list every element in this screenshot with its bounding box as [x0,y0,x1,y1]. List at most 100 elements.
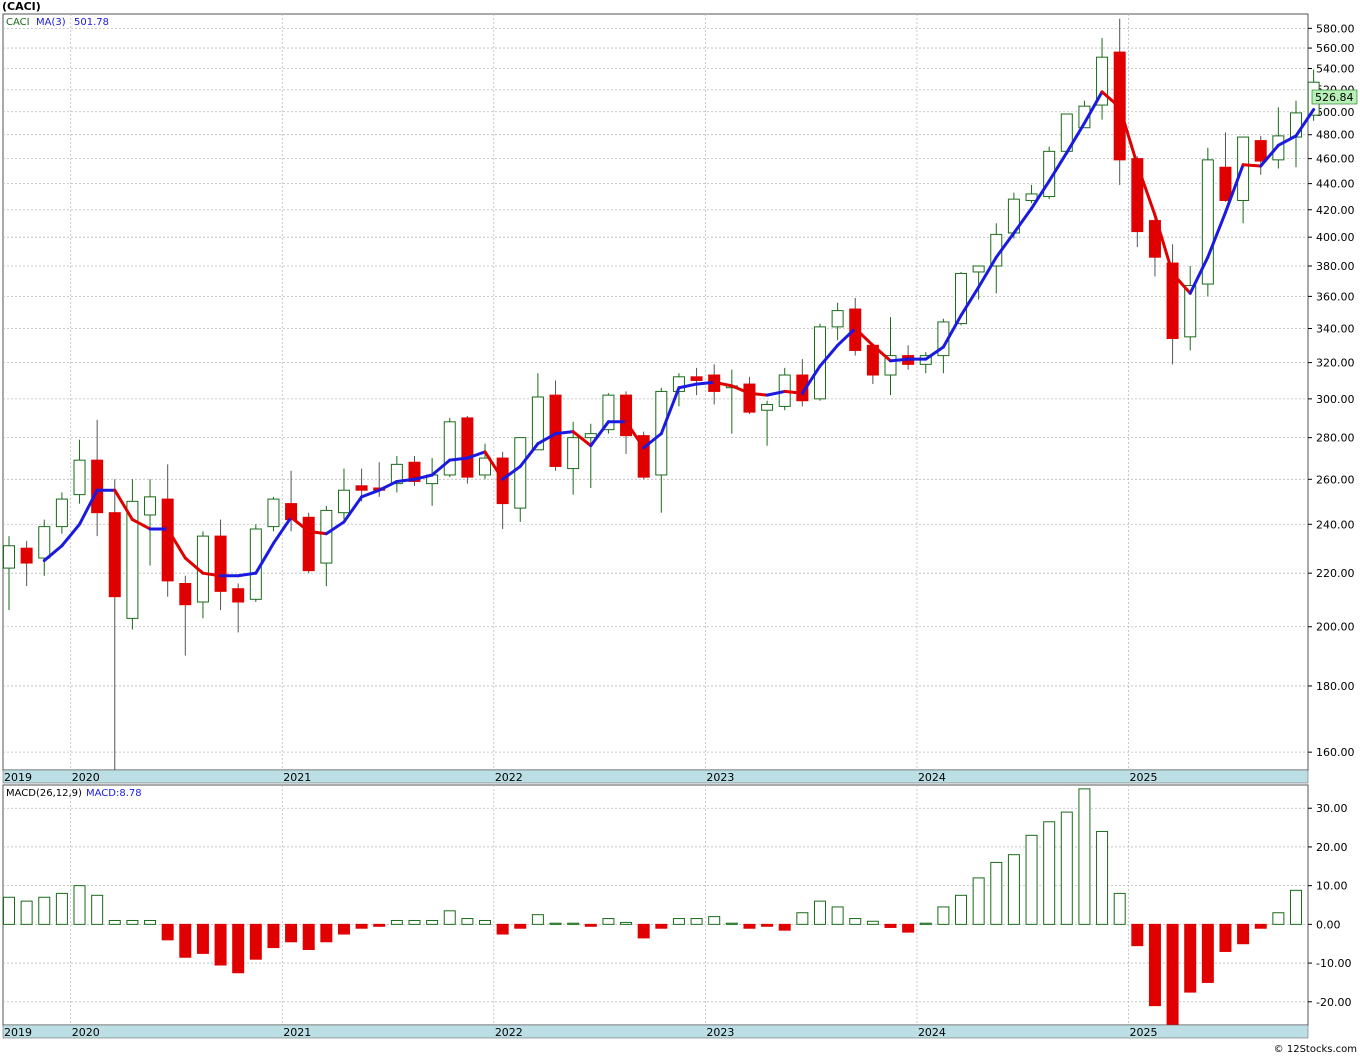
macd-bar [108,919,121,925]
candle-body [267,498,280,528]
candle-body [743,383,756,413]
macd-y-tick-label: 20.00 [1316,841,1348,854]
candle-body [479,457,492,476]
price-y-tick-label: 380.00 [1316,260,1355,273]
price-y-tick-label: 220.00 [1316,567,1355,580]
chart-title: (CACI) [2,0,41,13]
price-y-axis: 160.00 180.00 200.00 220.00 240.00 260.00 280.… [1308,22,1355,759]
price-x-tick-label: 2022 [495,771,523,784]
macd-x-tick-label: 2024 [918,1026,946,1039]
candle-body [355,485,368,491]
macd-y-tick-label: 10.00 [1316,880,1348,893]
candle-body [232,588,245,603]
candle-body [531,396,544,451]
macd-bar [1043,821,1056,925]
price-y-tick-label: 300.00 [1316,393,1355,406]
ma-segment [1153,213,1175,275]
candle-body [496,457,509,505]
macd-bar [126,919,139,925]
ma-segment [1294,108,1316,138]
candle-body [179,582,192,606]
candle-body [1166,262,1179,340]
macd-bar [637,923,650,939]
ma-segment [818,343,840,368]
candle-body [108,512,121,598]
ma-segment [412,473,434,481]
macd-bar [267,923,280,949]
macd-bar [919,922,932,925]
macd-bar [955,894,968,925]
ma-segment [589,420,610,448]
ma-segment [1223,163,1245,214]
macd-bar [972,877,985,925]
candle-body [20,547,33,564]
price-y-tick-label: 320.00 [1316,357,1355,370]
macd-bar [1254,923,1267,929]
ma-segment [765,389,787,397]
price-x-tick-label: 2025 [1130,771,1158,784]
candle-body [1025,193,1038,201]
macd-bar [708,916,721,925]
ma-segment [501,464,522,481]
ma-segment [941,313,963,349]
macd-bar [937,906,950,925]
ma-segment [853,327,875,347]
candle-body [161,498,174,582]
ma-segment [977,255,998,289]
ma-segment [430,458,452,477]
ma-segment [130,518,152,531]
candle-body [1078,105,1091,129]
macd-bar [549,922,562,925]
candle-body [620,394,633,437]
candle-body [214,535,227,592]
price-y-tick-label: 540.00 [1316,63,1355,76]
macd-bar [496,923,509,935]
candle-body [302,516,315,572]
ma-segment [1259,143,1280,168]
candle-body [1219,166,1232,201]
macd-y-tick-label: -20.00 [1316,996,1351,1009]
ma-segment [783,389,804,395]
ma-segment [342,495,364,524]
candle-body [972,265,985,273]
macd-x-axis-band [2,1024,1309,1039]
macd-bar [1272,912,1285,925]
ma-segment [747,391,769,397]
candle-body [1148,220,1161,258]
macd-bar [1166,923,1179,1030]
macd-bar [249,923,262,960]
candle-body [955,272,968,325]
macd-bar [1219,923,1232,952]
macd-bar [426,919,439,925]
candle-body [514,437,527,509]
price-x-tick-label: 2021 [283,771,311,784]
price-x-tick-label: 2024 [918,771,946,784]
last-price-value: 526.84 [1315,91,1354,104]
ma-segment [1012,206,1034,235]
ma-segment [1171,271,1192,295]
macd-legend-label: MACD(26,12,9) [6,788,82,799]
ma-segment [730,384,751,395]
ma-segment [836,327,857,347]
price-y-tick-label: 340.00 [1316,323,1355,336]
price-y-tick-label: 580.00 [1316,22,1355,35]
candle-body [126,500,139,619]
candle-body [320,509,333,564]
ma-segment [1030,179,1051,210]
price-x-tick-label: 2020 [72,771,100,784]
ma-segment [289,515,311,533]
macd-bar [285,923,298,943]
macd-y-tick-label: 30.00 [1316,802,1348,815]
candle-body [144,496,157,516]
macd-y-axis: 30.00 20.00 10.00 0.00 -10.00 -20.00 [1308,802,1351,1009]
macd-bar [461,918,474,925]
candle-body [1272,135,1285,161]
price-y-tick-label: 280.00 [1316,432,1355,445]
candle-body [73,459,86,496]
ma-segment [536,432,558,446]
macd-bar [743,923,756,929]
candle-body [408,461,421,482]
macd-bar [866,920,879,925]
candle-body [3,545,15,569]
candle-body [831,310,844,328]
